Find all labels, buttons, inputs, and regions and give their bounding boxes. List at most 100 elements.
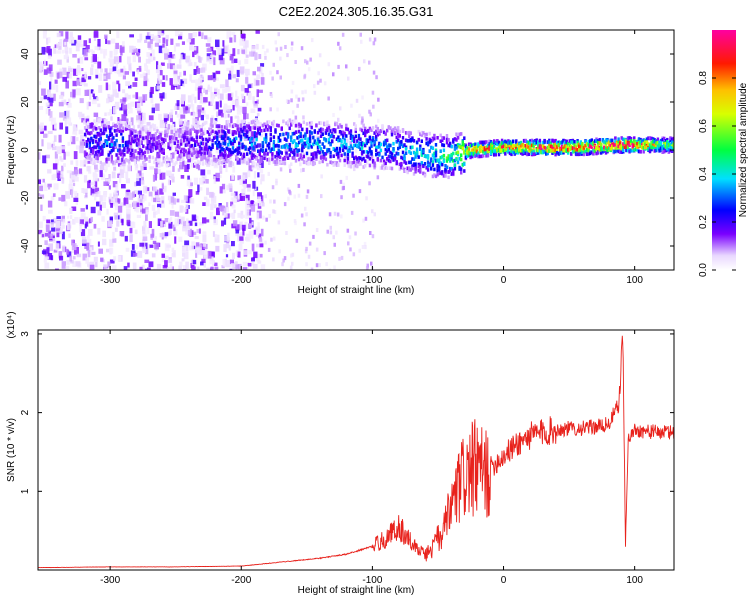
noise-cell [66, 71, 70, 79]
ridge-cell [545, 146, 548, 151]
noise-cell [133, 252, 138, 257]
ridge-cell [647, 142, 650, 146]
ridge-cell [658, 149, 661, 153]
noise-cell [287, 196, 290, 201]
noise-cell [307, 254, 311, 259]
ridge-cell [598, 147, 601, 152]
noise-cell [87, 138, 92, 143]
noise-cell [47, 37, 51, 43]
ridge-cell [349, 144, 353, 148]
noise-cell [191, 266, 196, 270]
noise-cell [138, 65, 142, 72]
ridge-cell [563, 148, 567, 153]
ridge-cell [529, 139, 532, 143]
ridge-cell [140, 140, 143, 144]
ridge-cell [475, 153, 479, 157]
ridge-cell [230, 141, 233, 145]
ridge-cell [452, 168, 455, 173]
ridge-cell [192, 121, 195, 126]
noise-cell [267, 171, 270, 176]
ridge-cell [549, 148, 553, 153]
ridge-cell [90, 160, 93, 164]
noise-cell [109, 239, 114, 247]
ridge-cell [112, 146, 115, 150]
ridge-cell [285, 151, 288, 156]
ridge-cell [559, 151, 562, 155]
ridge-cell [212, 136, 216, 140]
ridge-cell [472, 143, 475, 147]
noise-cell [194, 96, 197, 104]
noise-cell [161, 253, 165, 258]
noise-cell [96, 201, 100, 207]
noise-cell [169, 210, 175, 216]
noise-cell [112, 181, 118, 188]
noise-cell [152, 186, 158, 192]
noise-cell [306, 60, 309, 65]
ridge-cell [463, 136, 466, 140]
ridge-cell [274, 128, 277, 132]
ridge-cell [406, 131, 409, 135]
ridge-cell [225, 125, 228, 129]
colorbar-gradient [712, 30, 736, 270]
noise-cell [256, 74, 261, 79]
noise-cell [167, 63, 172, 69]
ridge-cell [434, 153, 438, 158]
ridge-cell [335, 149, 339, 154]
noise-cell [290, 41, 294, 46]
ridge-cell [494, 149, 497, 153]
spectrogram-cells [38, 30, 674, 270]
ridge-cell [264, 124, 268, 129]
ridge-cell [431, 137, 435, 142]
ridge-cell [263, 128, 266, 133]
noise-cell [369, 112, 372, 117]
ridge-cell [620, 143, 623, 148]
ridge-cell [145, 146, 148, 150]
ridge-cell [187, 148, 191, 152]
ridge-cell [151, 155, 154, 160]
ridge-cell [379, 142, 383, 147]
ridge-cell [176, 150, 180, 154]
ridge-cell [104, 119, 107, 124]
ridge-cell [290, 147, 293, 152]
ridge-cell [159, 144, 162, 149]
noise-cell [228, 149, 232, 157]
noise-cell [142, 195, 147, 201]
noise-cell [223, 164, 227, 168]
ridge-cell [220, 160, 224, 165]
noise-cell [61, 261, 66, 269]
noise-cell [236, 264, 239, 269]
noise-cell [237, 105, 240, 112]
ridge-cell [475, 146, 479, 151]
ridge-cell [301, 143, 304, 148]
noise-cell [217, 95, 220, 100]
noise-cell [130, 128, 135, 132]
ridge-cell [617, 139, 620, 144]
ridge-cell [217, 141, 221, 145]
ridge-cell [342, 133, 345, 138]
noise-cell [338, 46, 342, 51]
noise-cell [119, 231, 125, 237]
ridge-cell [159, 132, 162, 137]
ridge-cell [206, 159, 209, 163]
ridge-cell [315, 151, 318, 155]
noise-cell [198, 177, 204, 185]
noise-cell [107, 220, 113, 227]
noise-cell [203, 97, 208, 103]
ridge-cell [414, 155, 417, 159]
noise-cell [38, 193, 41, 197]
ridge-cell [161, 162, 164, 167]
noise-cell [44, 252, 50, 260]
ridge-cell [351, 135, 354, 140]
ridge-cell [585, 147, 589, 152]
noise-cell [49, 72, 54, 77]
ridge-cell [442, 153, 446, 158]
ridge-cell [274, 160, 277, 164]
figure-title: C2E2.2024.305.16.35.G31 [279, 4, 434, 19]
noise-cell [174, 218, 179, 227]
noise-cell [132, 191, 135, 198]
noise-cell [196, 53, 199, 60]
ridge-cell [137, 130, 140, 135]
ridge-cell [633, 148, 636, 152]
noise-cell [219, 165, 222, 172]
noise-cell [236, 197, 240, 202]
